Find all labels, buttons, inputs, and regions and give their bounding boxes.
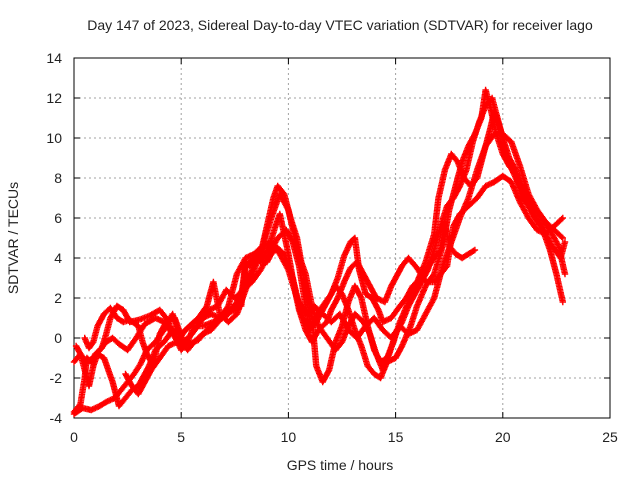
x-tick-label: 5 [177, 429, 185, 445]
data-point-marker [558, 215, 565, 223]
x-tick-label: 25 [602, 429, 618, 445]
y-axis-ticks: -4 -2 0 2 4 6 8 10 12 14 [46, 50, 610, 426]
data-point-marker [561, 238, 569, 246]
y-tick-label: 6 [54, 210, 62, 226]
data-point-marker [470, 247, 477, 254]
plot-frame [73, 57, 611, 419]
x-tick-label: 0 [70, 429, 78, 445]
data-points [70, 86, 569, 418]
data-point-marker [76, 349, 83, 356]
y-tick-label: -4 [50, 410, 63, 426]
y-tick-label: 4 [54, 250, 62, 266]
x-axis-ticks: 0 5 10 15 20 25 [70, 58, 618, 445]
y-tick-label: 12 [46, 90, 62, 106]
chart-title: Day 147 of 2023, Sidereal Day-to-day VTE… [87, 17, 593, 33]
y-axis-title: SDTVAR / TECUs [5, 182, 21, 294]
y-tick-label: 8 [54, 170, 62, 186]
y-tick-label: 2 [54, 290, 62, 306]
series-track-2 [70, 172, 566, 366]
y-tick-label: 14 [46, 50, 62, 66]
data-point-marker [559, 214, 566, 222]
y-tick-label: 10 [46, 130, 62, 146]
series-track-4 [72, 108, 569, 410]
plot-border [73, 57, 611, 419]
data-point-marker [471, 246, 479, 254]
series-track-6 [122, 130, 566, 398]
data-point-marker [559, 234, 566, 242]
x-tick-label: 20 [495, 429, 511, 445]
y-tick-label: 0 [54, 330, 62, 346]
x-axis-title: GPS time / hours [287, 457, 394, 473]
x-tick-label: 15 [388, 429, 404, 445]
x-tick-label: 10 [281, 429, 297, 445]
data-point-marker [559, 298, 566, 306]
data-point-marker [561, 270, 569, 278]
series-track-5 [81, 86, 569, 382]
y-tick-label: -2 [50, 370, 63, 386]
data-point-marker [558, 233, 565, 241]
